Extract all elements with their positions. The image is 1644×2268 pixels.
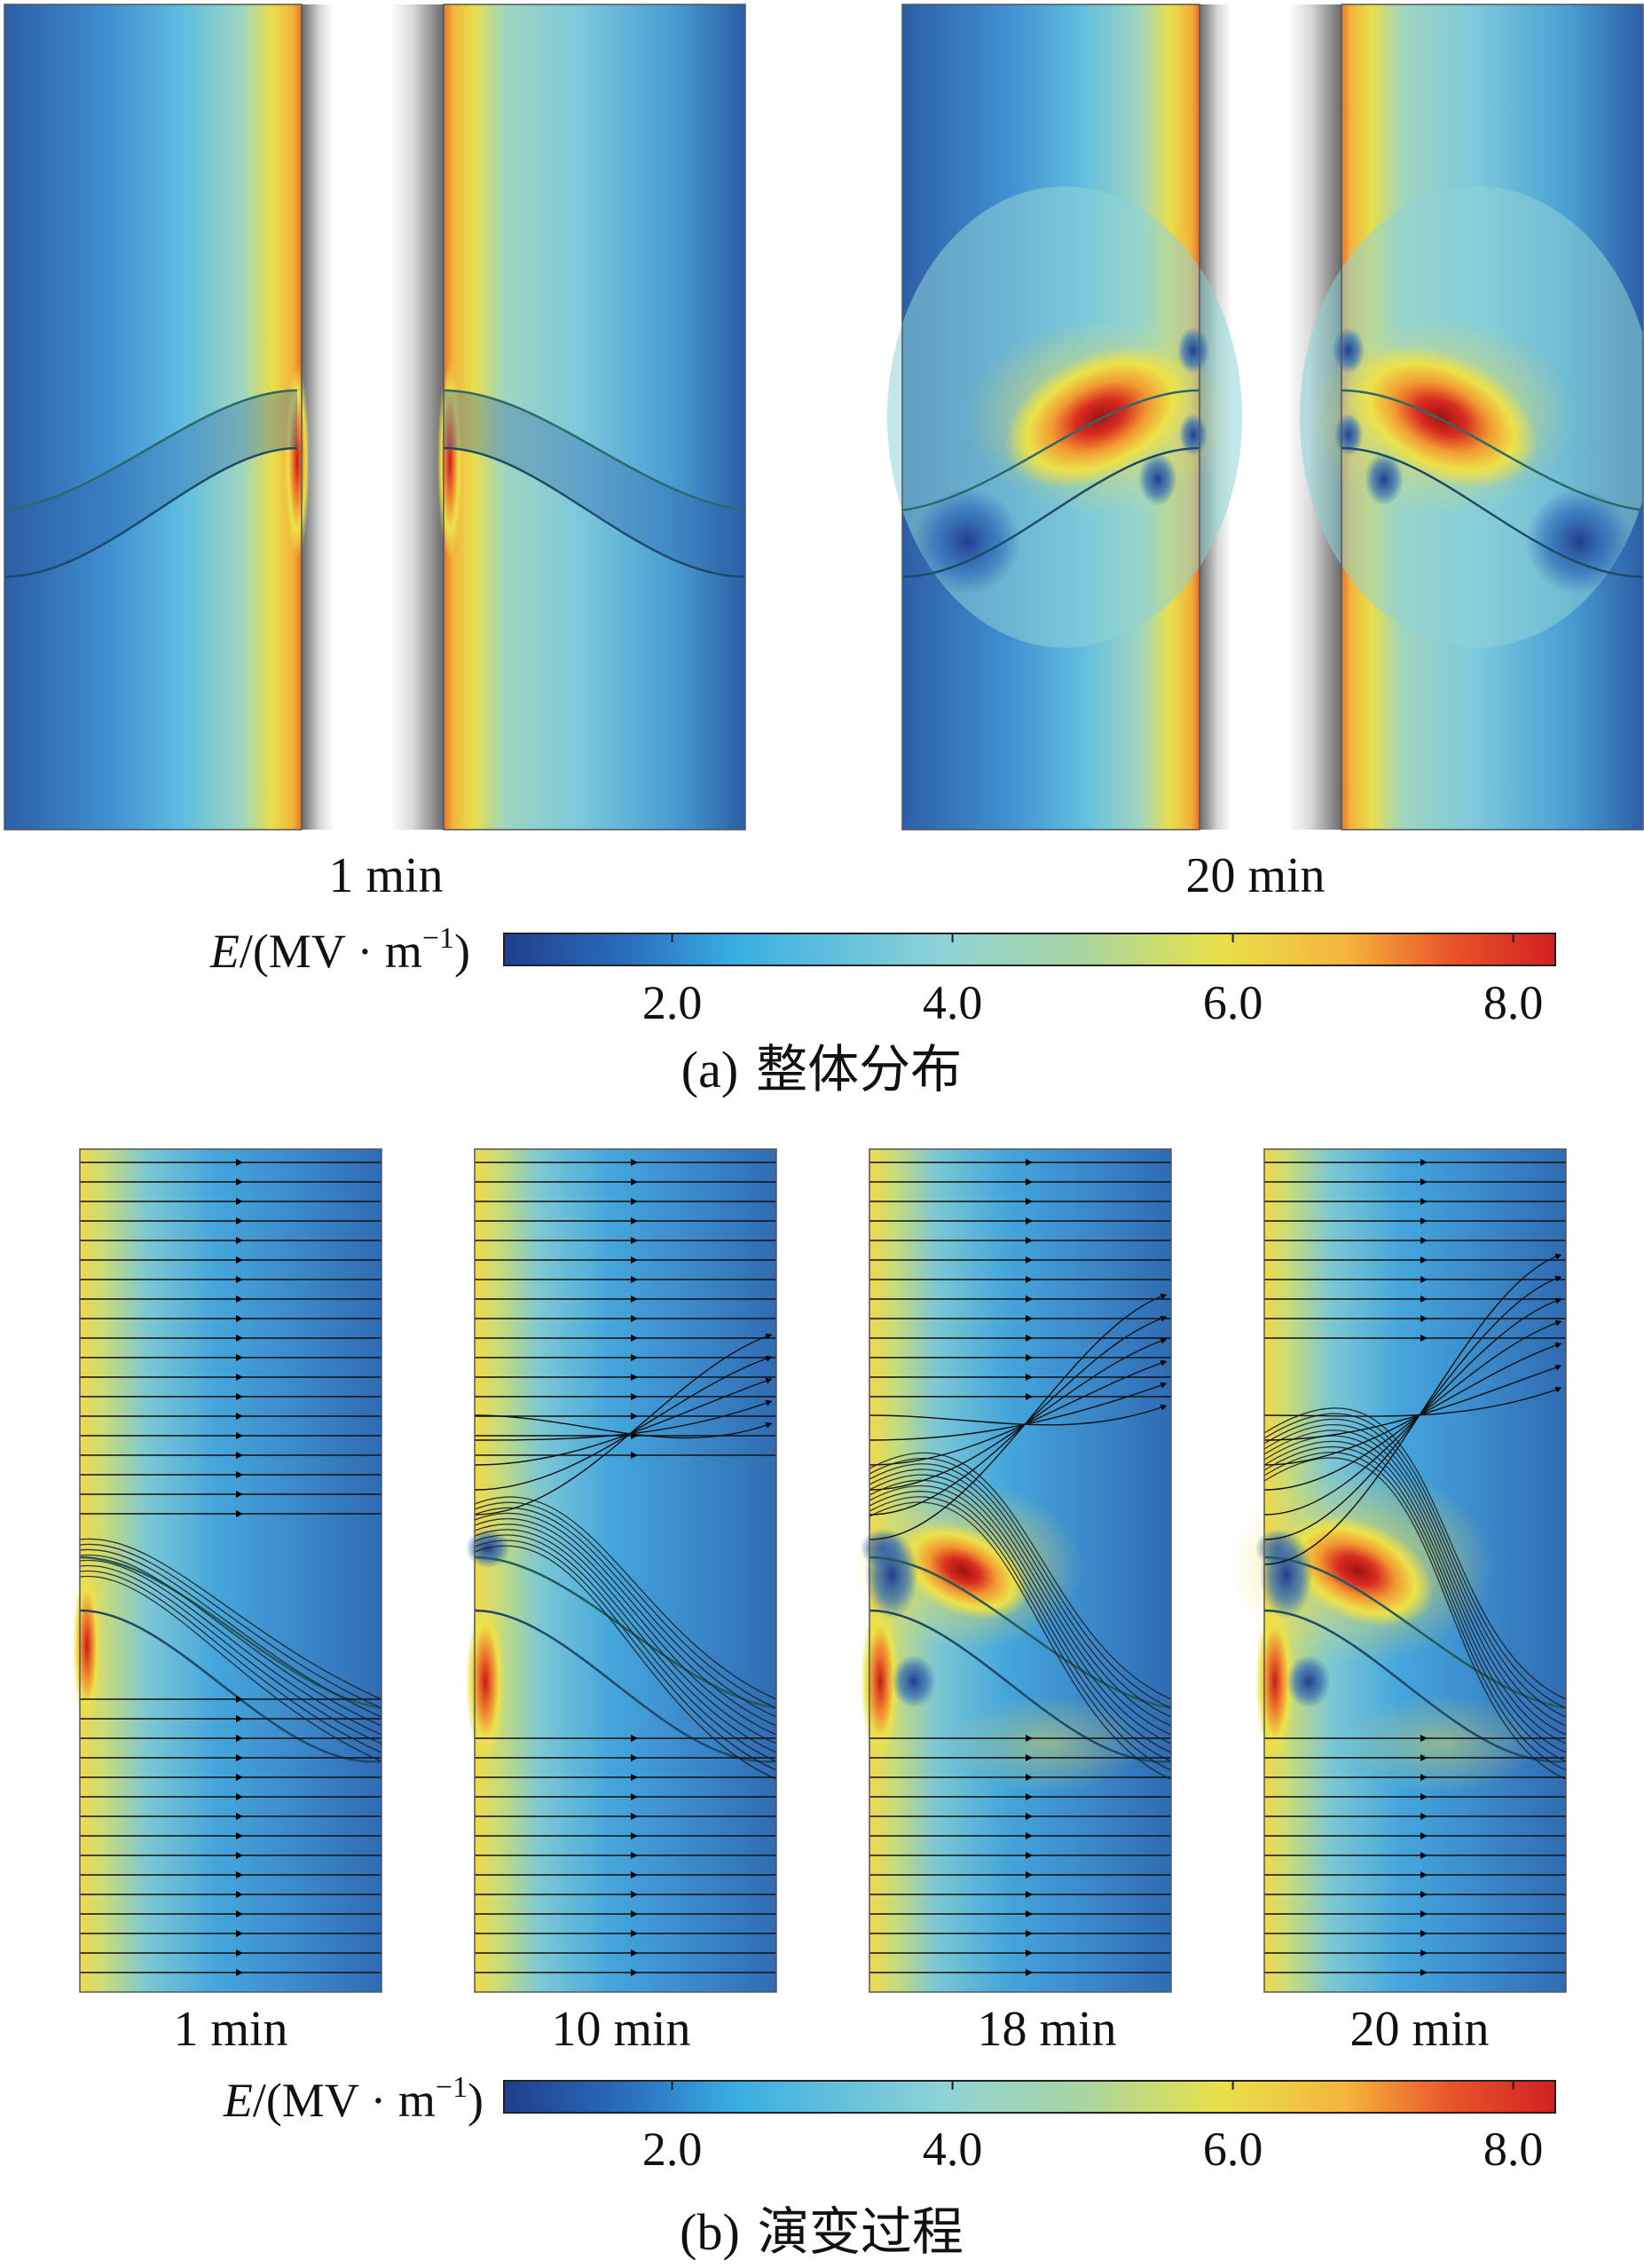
time-label-a1: 1 min	[328, 848, 443, 903]
plot-a-20min	[887, 4, 1644, 831]
colorbar-gradient-a	[503, 933, 1556, 966]
plot-b-3	[852, 1148, 1172, 1993]
plot-b-1	[73, 1148, 382, 1993]
colorbar-tick-label: 6.0	[1203, 976, 1263, 1029]
colorbar-tick-label: 2.0	[642, 2122, 703, 2176]
time-label-a2: 20 min	[1185, 848, 1325, 903]
panel-b: 1 min 10 min 18 min 20 min E/(MV · m−1) …	[73, 1148, 1567, 2261]
time-label-b3: 18 min	[977, 2002, 1116, 2057]
caption-b: (b) 演变过程	[680, 2203, 964, 2261]
colorbar-tick-label: 8.0	[1483, 2122, 1544, 2176]
colorbar-label-b: E/(MV · m−1)	[223, 2071, 484, 2127]
colorbar-gradient-b	[503, 2080, 1556, 2114]
plot-a-1min	[4, 4, 746, 831]
caption-a: (a) 整体分布	[681, 1041, 962, 1099]
time-label-b4: 20 min	[1349, 2002, 1489, 2057]
time-label-b2: 10 min	[551, 2002, 690, 2057]
colorbar-tick-label: 4.0	[923, 976, 983, 1029]
plot-b-2	[466, 1148, 777, 1993]
time-label-b1: 1 min	[173, 2002, 287, 2057]
colorbar-tick-label: 8.0	[1483, 976, 1544, 1029]
colorbar-tick-label: 4.0	[923, 2122, 983, 2176]
colorbar-tick-label: 6.0	[1203, 2122, 1263, 2176]
colorbar-a: E/(MV · m−1) 2.0 4.0 6.0 8.0	[209, 922, 1556, 1029]
plot-b-4	[1229, 1148, 1567, 1993]
panel-a: 1 min 20 min E/(MV · m−1) 2.0 4.0 6.0 8.0 (…	[4, 4, 1644, 1099]
colorbar-ticks-a: 2.0 4.0 6.0 8.0	[642, 933, 1544, 1029]
colorbar-tick-label: 2.0	[642, 976, 703, 1029]
colorbar-b: E/(MV · m−1) 2.0 4.0 6.0 8.0	[223, 2071, 1556, 2176]
colorbar-label-a: E/(MV · m−1)	[209, 922, 470, 978]
colorbar-ticks-b: 2.0 4.0 6.0 8.0	[642, 2081, 1544, 2176]
